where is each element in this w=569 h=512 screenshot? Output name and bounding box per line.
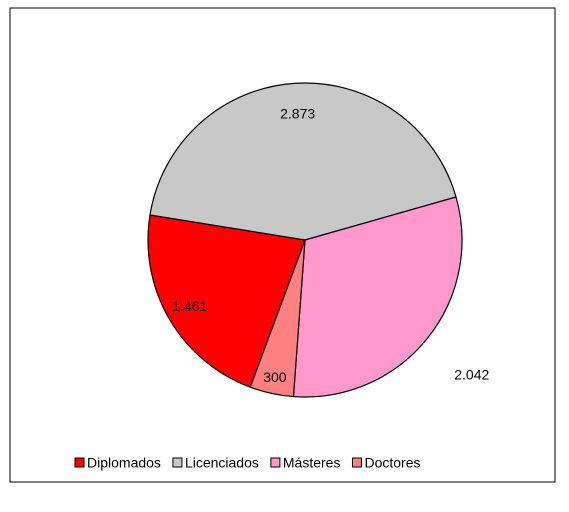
data-label: 2.873 [280,105,315,121]
data-label: 1.461 [172,298,207,314]
pie-slice [149,82,457,241]
pie-slice [292,196,463,398]
legend-label: Diplomados [87,455,161,471]
data-label: 2.042 [454,367,489,383]
legend-swatch [270,457,281,468]
legend-swatch [172,457,183,468]
legend-swatch [351,457,362,468]
legend-swatch [74,457,85,468]
legend-label: Másteres [283,455,341,471]
data-label: 300 [263,369,287,385]
legend-label: Licenciados [185,455,259,471]
legend-label: Doctores [364,455,420,471]
pie-slice [249,239,306,398]
